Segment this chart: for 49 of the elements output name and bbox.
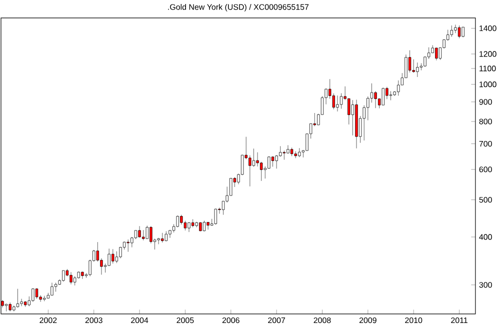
candlestick [282,150,286,160]
candlestick [340,93,343,109]
candlestick [150,226,152,244]
candlestick [382,88,384,106]
candlestick [54,282,58,292]
candlestick [126,239,130,252]
candlestick [454,24,457,34]
candlestick [50,282,54,296]
candlestick [176,215,179,228]
candlestick [20,298,23,306]
candlestick [112,248,114,264]
candlestick [62,270,65,282]
candlestick [348,98,350,125]
candlestick [248,155,252,187]
candlestick [73,276,76,286]
candlestick [206,222,210,230]
candlestick [256,152,259,167]
candlestick [260,162,263,182]
candlestick [279,146,282,157]
candlestick [374,90,377,108]
candlestick [115,251,118,264]
candlestick [81,271,84,280]
candlestick [332,93,335,110]
candlestick [161,232,164,243]
candlestick [157,238,160,245]
candlestick [389,90,392,101]
candlestick [416,62,419,78]
candlestick [180,214,183,225]
candlestick [286,144,290,154]
candlestick [252,148,256,167]
candlestick [70,272,72,285]
candlestick [450,25,453,38]
candlestick [366,96,370,121]
candlestick [435,48,438,61]
candlestick [458,25,461,39]
candlestick [16,288,20,308]
candlestick [142,230,145,241]
candlestick [412,59,415,74]
candlestick [351,100,354,136]
candlestick [108,248,110,266]
candlestick [275,154,278,169]
candlestick [146,226,148,239]
candlestick [32,288,34,302]
candlestick [138,226,141,238]
candlestick [336,95,339,112]
candlestick [298,148,301,158]
candlestick [214,208,218,225]
candlestick [188,222,190,232]
candlestick [397,80,400,96]
